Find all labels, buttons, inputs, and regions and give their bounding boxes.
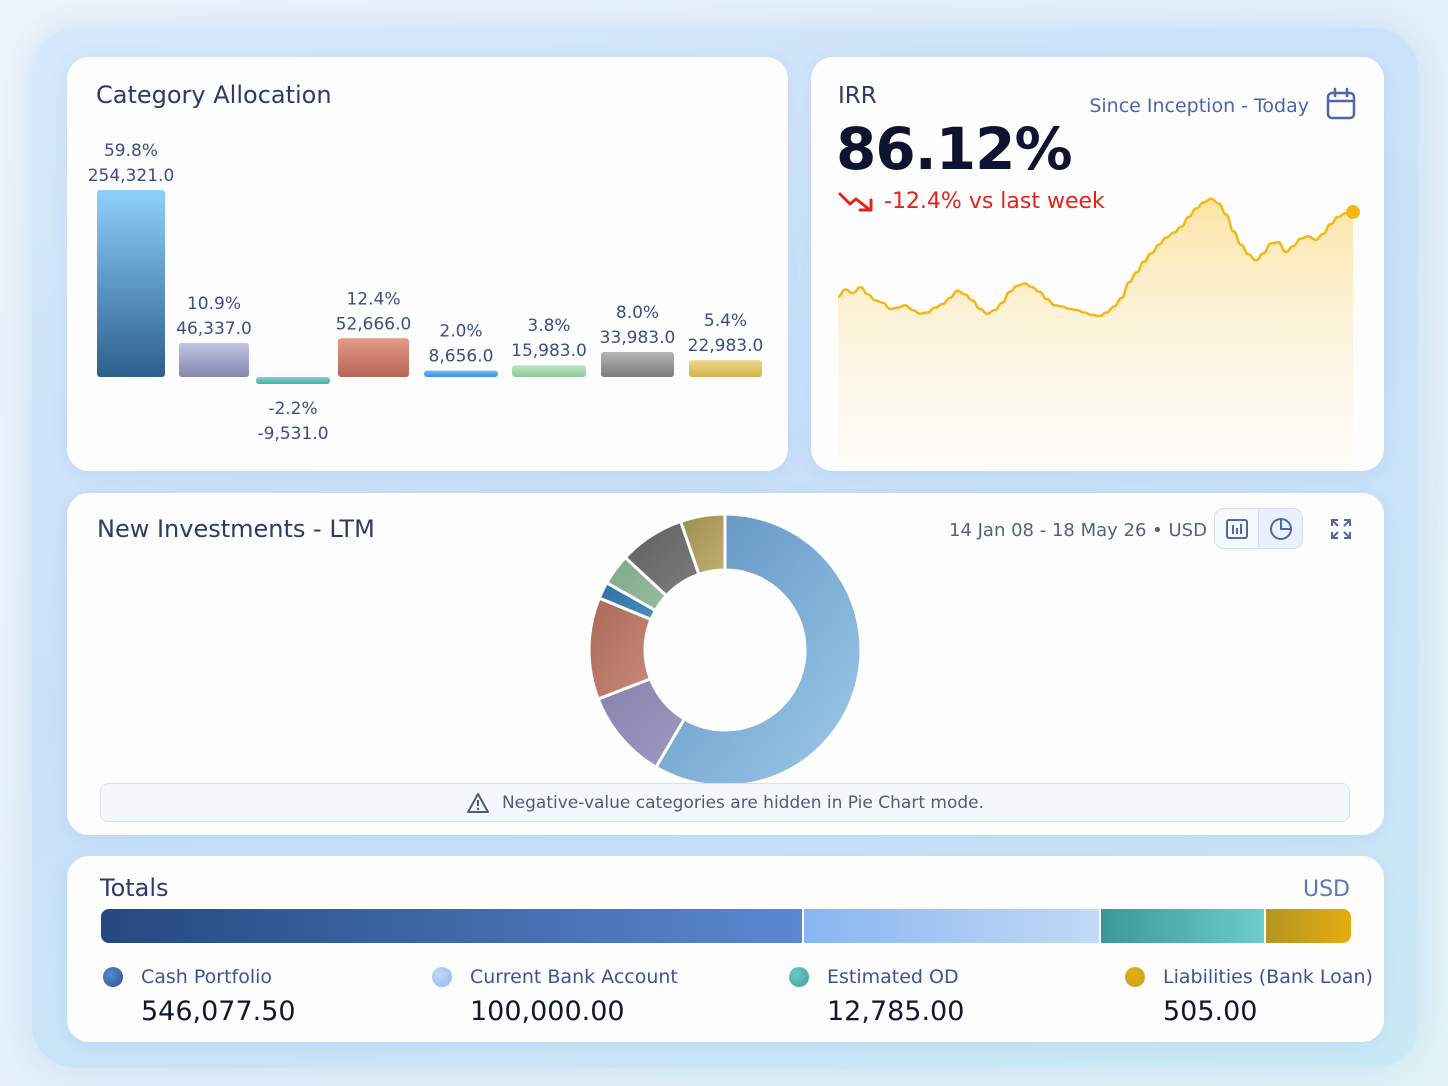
legend-label: Cash Portfolio — [141, 966, 273, 988]
bar-chart-icon — [1225, 518, 1248, 539]
pie-chart-icon — [1269, 517, 1292, 540]
calendar-icon[interactable] — [1325, 87, 1357, 121]
chart-type-toggle — [1214, 508, 1303, 549]
legend-value: 505.00 — [1163, 996, 1258, 1027]
bar-percent-label: -2.2% — [268, 399, 317, 419]
bar-value-label: 46,337.0 — [176, 319, 252, 339]
legend-item-liabilities: Liabilities (Bank Loan) 505.00 — [1125, 966, 1373, 1027]
category-bar[interactable] — [512, 365, 586, 377]
pie-chart-toggle-button[interactable] — [1258, 509, 1302, 548]
bar-value-label: 15,983.0 — [511, 341, 587, 361]
legend-dot — [1125, 967, 1145, 987]
bar-value-label: 254,321.0 — [88, 166, 175, 186]
legend-value: 100,000.00 — [470, 996, 625, 1027]
date-range-label: 14 Jan 08 - 18 May 26 • USD — [949, 520, 1207, 541]
irr-change: -12.4% vs last week — [838, 189, 1105, 214]
legend-label: Estimated OD — [827, 966, 959, 988]
bar-percent-label: 59.8% — [104, 141, 158, 161]
card-title: Category Allocation — [96, 81, 332, 109]
bar-percent-label: 5.4% — [704, 311, 747, 331]
pie-mode-note: Negative-value categories are hidden in … — [100, 783, 1350, 822]
trend-down-icon — [838, 192, 873, 211]
warning-icon — [466, 792, 489, 813]
category-bar[interactable] — [424, 370, 498, 377]
bar-value-label: 22,983.0 — [688, 336, 764, 356]
category-bar[interactable] — [256, 377, 330, 385]
irr-area-chart — [837, 197, 1360, 471]
legend-dot — [103, 967, 123, 987]
pie-mode-note-text: Negative-value categories are hidden in … — [501, 792, 985, 813]
totals-currency: USD — [1302, 877, 1350, 902]
category-bar[interactable] — [601, 352, 674, 377]
expand-icon[interactable] — [1329, 517, 1353, 541]
bar-percent-label: 3.8% — [527, 316, 570, 336]
bar-percent-label: 12.4% — [346, 289, 400, 309]
bar-percent-label: 8.0% — [616, 303, 659, 323]
irr-area-fill — [838, 198, 1353, 471]
card-title: Totals — [100, 874, 169, 902]
category-bar[interactable] — [179, 342, 249, 377]
category-bar[interactable] — [338, 338, 409, 377]
bar-value-label: 52,666.0 — [336, 314, 412, 334]
irr-range-label[interactable]: Since Inception - Today — [1089, 95, 1309, 117]
bar-value-label: 33,983.0 — [600, 328, 676, 348]
bar-percent-label: 2.0% — [439, 322, 482, 342]
irr-card: IRR 86.12% -12.4% vs last week Since Inc… — [811, 57, 1384, 471]
legend-value: 546,077.50 — [141, 996, 296, 1027]
bar-chart-toggle-button[interactable] — [1215, 509, 1258, 548]
totals-bar-segment[interactable] — [802, 909, 1099, 943]
irr-label: IRR — [838, 83, 877, 109]
legend-label: Liabilities (Bank Loan) — [1163, 966, 1373, 988]
donut-slice[interactable] — [653, 512, 863, 788]
irr-series-line — [837, 197, 1354, 318]
legend-label: Current Bank Account — [470, 966, 678, 988]
legend-dot — [789, 967, 809, 987]
legend-item-cash-portfolio: Cash Portfolio 546,077.50 — [103, 966, 296, 1027]
totals-stacked-bar — [101, 909, 1351, 943]
totals-bar-segment[interactable] — [101, 909, 802, 943]
legend-item-current-bank-account: Current Bank Account 100,000.00 — [432, 966, 678, 1027]
category-bar-chart: 59.8% 254,321.0 10.9% 46,337.0 -2.2% -9,531.0… — [88, 141, 764, 444]
donut-slice[interactable] — [678, 512, 727, 577]
legend-dot — [432, 967, 452, 987]
irr-latest-point[interactable] — [1346, 205, 1360, 220]
totals-card: Totals USD Cash Portfolio 546,077.50 Cur… — [67, 856, 1384, 1042]
bar-value-label: 8,656.0 — [429, 347, 494, 367]
new-investments-card: New Investments - LTM 14 Jan 08 - 18 May… — [67, 493, 1384, 835]
bar-percent-label: 10.9% — [187, 294, 241, 314]
category-bar[interactable] — [97, 190, 165, 377]
totals-bar-segment[interactable] — [1099, 909, 1264, 943]
legend-value: 12,785.00 — [827, 996, 965, 1027]
investments-donut-chart — [587, 512, 863, 788]
irr-value: 86.12% — [836, 115, 1073, 183]
card-title: New Investments - LTM — [97, 515, 375, 543]
category-bar[interactable] — [689, 360, 762, 377]
bar-value-label: -9,531.0 — [257, 424, 328, 444]
irr-change-text: -12.4% vs last week — [884, 189, 1105, 214]
legend-item-estimated-od: Estimated OD 12,785.00 — [789, 966, 964, 1027]
totals-bar-segment[interactable] — [1264, 909, 1351, 943]
category-allocation-card: Category Allocation 59.8% 254,321.0 10.9% 4… — [67, 57, 788, 471]
